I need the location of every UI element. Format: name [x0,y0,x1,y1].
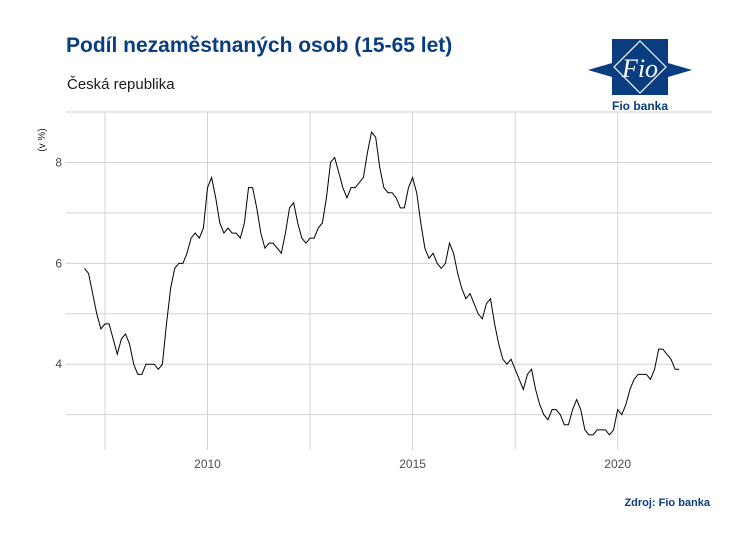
logo-right-wing [668,63,692,77]
logo-mark-text: Fio [621,54,658,83]
y-tick-label: 8 [55,155,62,169]
logo-left-wing [588,63,612,77]
fio-banka-logo: Fio Fio banka [588,39,692,113]
unemployment-series-line [84,131,680,436]
y-axis-label: (v %) [37,128,48,151]
chart-grid [66,111,712,450]
source-note: Zdroj: Fio banka [624,497,710,509]
chart-title: Podíl nezaměstnaných osob (15-65 let) [66,34,453,57]
y-axis-ticks: 4 6 8 [55,155,62,371]
x-tick-label: 2015 [399,457,426,471]
logo-diamond-outline [613,40,667,94]
x-tick-label: 2010 [194,457,221,471]
logo-bank-text: Fio banka [612,99,668,113]
y-tick-label: 6 [55,256,62,270]
x-axis-ticks: 2010 2015 2020 [194,457,631,471]
y-tick-label: 4 [55,357,62,371]
chart-subtitle: Česká republika [67,76,175,93]
logo-square [612,39,668,95]
x-tick-label: 2020 [604,457,631,471]
